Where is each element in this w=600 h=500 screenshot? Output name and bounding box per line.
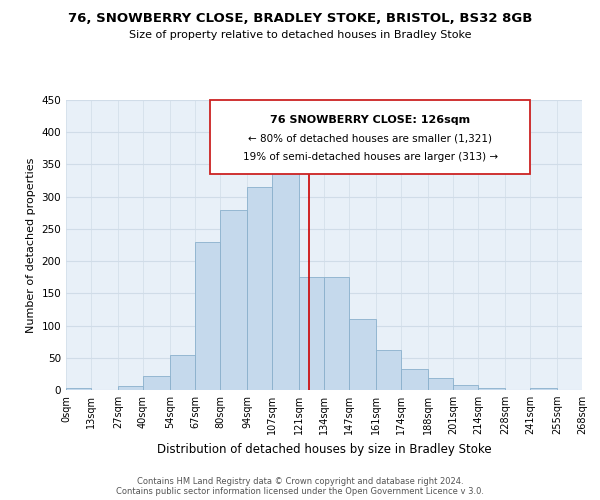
Bar — [428, 378, 453, 390]
Y-axis label: Number of detached properties: Number of detached properties — [26, 158, 36, 332]
Bar — [376, 350, 401, 390]
Bar — [118, 386, 143, 390]
Bar — [195, 242, 220, 390]
Bar — [170, 355, 195, 390]
Bar — [66, 388, 91, 390]
Bar — [272, 170, 299, 390]
Text: ← 80% of detached houses are smaller (1,321): ← 80% of detached houses are smaller (1,… — [248, 134, 493, 143]
FancyBboxPatch shape — [211, 100, 530, 174]
Bar — [349, 319, 376, 390]
Bar — [299, 277, 324, 390]
Text: Contains public sector information licensed under the Open Government Licence v : Contains public sector information licen… — [116, 488, 484, 496]
Text: Size of property relative to detached houses in Bradley Stoke: Size of property relative to detached ho… — [129, 30, 471, 40]
Text: 76 SNOWBERRY CLOSE: 126sqm: 76 SNOWBERRY CLOSE: 126sqm — [271, 114, 470, 124]
Text: 19% of semi-detached houses are larger (313) →: 19% of semi-detached houses are larger (… — [243, 152, 498, 162]
Bar — [478, 388, 505, 390]
Bar — [401, 368, 428, 390]
Bar — [143, 376, 170, 390]
X-axis label: Distribution of detached houses by size in Bradley Stoke: Distribution of detached houses by size … — [157, 442, 491, 456]
Bar — [324, 277, 349, 390]
Bar — [247, 187, 272, 390]
Text: 76, SNOWBERRY CLOSE, BRADLEY STOKE, BRISTOL, BS32 8GB: 76, SNOWBERRY CLOSE, BRADLEY STOKE, BRIS… — [68, 12, 532, 26]
Bar — [453, 386, 478, 390]
Bar — [530, 388, 557, 390]
Text: Contains HM Land Registry data © Crown copyright and database right 2024.: Contains HM Land Registry data © Crown c… — [137, 477, 463, 486]
Bar — [220, 210, 247, 390]
